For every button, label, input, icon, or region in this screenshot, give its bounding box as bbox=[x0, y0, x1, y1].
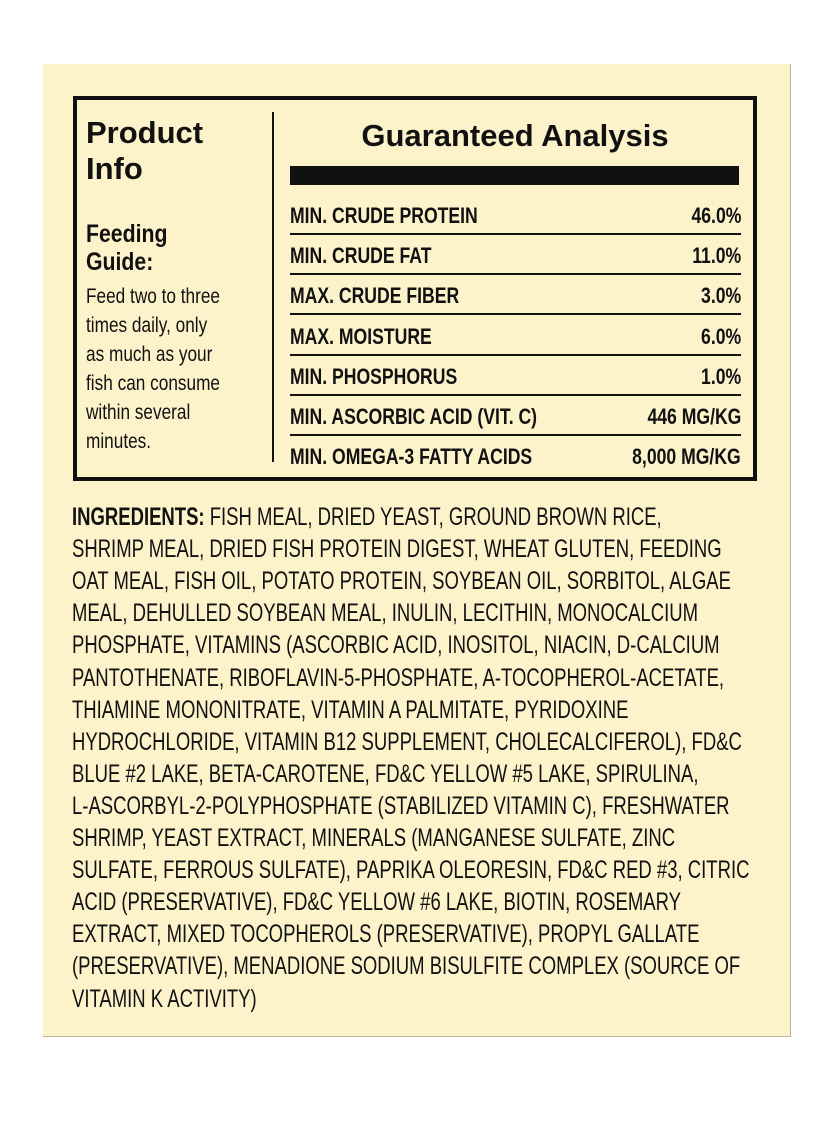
product-info-title: Product bbox=[86, 115, 204, 150]
feeding-text-line: as much as your bbox=[86, 343, 213, 366]
ingredients-text: PHOSPHATE, VITAMINS (ASCORBIC ACID, INOS… bbox=[72, 631, 720, 660]
column-divider bbox=[272, 112, 274, 462]
ingredients-text: FISH MEAL, DRIED YEAST, GROUND BROWN RIC… bbox=[204, 503, 662, 531]
info-box bbox=[73, 96, 757, 481]
analysis-value: 11.0% bbox=[692, 243, 741, 269]
analysis-value: 1.0% bbox=[700, 363, 741, 389]
analysis-value: 46.0% bbox=[691, 203, 741, 228]
analysis-row: MAX. MOISTURE 6.0% bbox=[290, 316, 741, 356]
ingredients-line: PHOSPHATE, VITAMINS (ASCORBIC ACID, INOS… bbox=[72, 633, 720, 658]
ingredients-text: HYDROCHLORIDE, VITAMIN B12 SUPPLEMENT, C… bbox=[72, 727, 742, 756]
ingredients-line: HYDROCHLORIDE, VITAMIN B12 SUPPLEMENT, C… bbox=[72, 727, 742, 756]
ingredients-line: SHRIMP, YEAST EXTRACT, MINERALS (MANGANE… bbox=[72, 826, 675, 851]
ingredients-text: BLUE #2 LAKE, BETA-CAROTENE, FD&C YELLOW… bbox=[72, 759, 699, 788]
feeding-text-line: fish can consume bbox=[86, 372, 221, 395]
ingredients-text: VITAMIN K ACTIVITY) bbox=[72, 984, 257, 1013]
feeding-guide-title: Feeding bbox=[86, 220, 168, 248]
guaranteed-analysis-title: Guaranteed Analysis bbox=[361, 118, 669, 153]
ingredients-line: INGREDIENTS: FISH MEAL, DRIED YEAST, GRO… bbox=[72, 505, 662, 530]
analysis-value: 8,000 MG/KG bbox=[632, 444, 741, 470]
ingredients-text: SHRIMP, YEAST EXTRACT, MINERALS (MANGANE… bbox=[72, 824, 676, 852]
analysis-label: MAX. CRUDE FIBER bbox=[290, 283, 460, 309]
analysis-label: MAX. MOISTURE bbox=[290, 323, 432, 349]
analysis-label: MIN. CRUDE PROTEIN bbox=[290, 203, 478, 228]
ingredients-line: MEAL, DEHULLED SOYBEAN MEAL, INULIN, LEC… bbox=[72, 601, 698, 626]
analysis-label: MIN. CRUDE FAT bbox=[290, 243, 432, 269]
ingredients-line: OAT MEAL, FISH OIL, POTATO PROTEIN, SOYB… bbox=[72, 569, 731, 594]
ingredients-text: SHRIMP MEAL, DRIED FISH PROTEIN DIGEST, … bbox=[72, 535, 722, 564]
ingredients-text: PANTOTHENATE, RIBOFLAVIN-5-PHOSPHATE, A-… bbox=[72, 663, 725, 692]
feeding-guide-title-2: Guide: bbox=[86, 248, 154, 276]
analysis-row: MIN. CRUDE FAT 11.0% bbox=[290, 235, 741, 276]
analysis-value: 6.0% bbox=[700, 323, 741, 349]
feeding-text-line: minutes. bbox=[86, 430, 152, 453]
ingredients-text: THIAMINE MONONITRATE, VITAMIN A PALMITAT… bbox=[72, 695, 629, 724]
ingredients-line: SHRIMP MEAL, DRIED FISH PROTEIN DIGEST, … bbox=[72, 537, 722, 562]
ingredients-line: (PRESERVATIVE), MENADIONE SODIUM BISULFI… bbox=[72, 954, 740, 979]
ingredients-text: MEAL, DEHULLED SOYBEAN MEAL, INULIN, LEC… bbox=[72, 599, 699, 628]
analysis-row: MIN. OMEGA-3 FATTY ACIDS 8,000 MG/KG bbox=[290, 436, 741, 474]
analysis-row: MIN. PHOSPHORUS 1.0% bbox=[290, 356, 741, 396]
analysis-row: MIN. CRUDE PROTEIN 46.0% bbox=[290, 195, 741, 235]
analysis-value: 446 MG/KG bbox=[647, 404, 741, 429]
analysis-label: MIN. PHOSPHORUS bbox=[290, 363, 458, 389]
ingredients-line: SULFATE, FERROUS SULFATE), PAPRIKA OLEOR… bbox=[72, 858, 749, 883]
analysis-row: MIN. ASCORBIC ACID (VIT. C) 446 MG/KG bbox=[290, 396, 741, 436]
ingredients-line: PANTOTHENATE, RIBOFLAVIN-5-PHOSPHATE, A-… bbox=[72, 663, 725, 692]
ingredients-text: ACID (PRESERVATIVE), FD&C YELLOW #6 LAKE… bbox=[72, 888, 681, 917]
ingredients-line: BLUE #2 LAKE, BETA-CAROTENE, FD&C YELLOW… bbox=[72, 759, 699, 788]
feeding-text-line: Feed two to three bbox=[86, 285, 221, 308]
ingredients-line: VITAMIN K ACTIVITY) bbox=[72, 984, 257, 1013]
ingredients-text: (PRESERVATIVE), MENADIONE SODIUM BISULFI… bbox=[72, 952, 741, 981]
title-bar bbox=[290, 166, 739, 185]
analysis-row: MAX. CRUDE FIBER 3.0% bbox=[290, 275, 741, 316]
label-panel bbox=[43, 64, 791, 1037]
ingredients-line: THIAMINE MONONITRATE, VITAMIN A PALMITAT… bbox=[72, 695, 629, 724]
feeding-text-line: times daily, only bbox=[86, 314, 208, 337]
product-info-title-2: Info bbox=[86, 151, 143, 186]
ingredients-text: L-ASCORBYL-2-POLYPHOSPHATE (STABILIZED V… bbox=[72, 791, 730, 820]
ingredients-text: SULFATE, FERROUS SULFATE), PAPRIKA OLEOR… bbox=[72, 856, 750, 885]
analysis-label: MIN. ASCORBIC ACID (VIT. C) bbox=[290, 404, 538, 429]
ingredients-line: ACID (PRESERVATIVE), FD&C YELLOW #6 LAKE… bbox=[72, 890, 681, 915]
feeding-text-line: within several bbox=[86, 401, 191, 424]
analysis-label: MIN. OMEGA-3 FATTY ACIDS bbox=[290, 444, 533, 470]
ingredients-text: EXTRACT, MIXED TOCOPHEROLS (PRESERVATIVE… bbox=[72, 920, 700, 949]
ingredients-text: OAT MEAL, FISH OIL, POTATO PROTEIN, SOYB… bbox=[72, 567, 731, 596]
ingredients-line: EXTRACT, MIXED TOCOPHEROLS (PRESERVATIVE… bbox=[72, 922, 699, 947]
analysis-value: 3.0% bbox=[700, 283, 741, 309]
ingredients-label: INGREDIENTS: bbox=[72, 503, 205, 531]
ingredients-line: L-ASCORBYL-2-POLYPHOSPHATE (STABILIZED V… bbox=[72, 791, 730, 820]
